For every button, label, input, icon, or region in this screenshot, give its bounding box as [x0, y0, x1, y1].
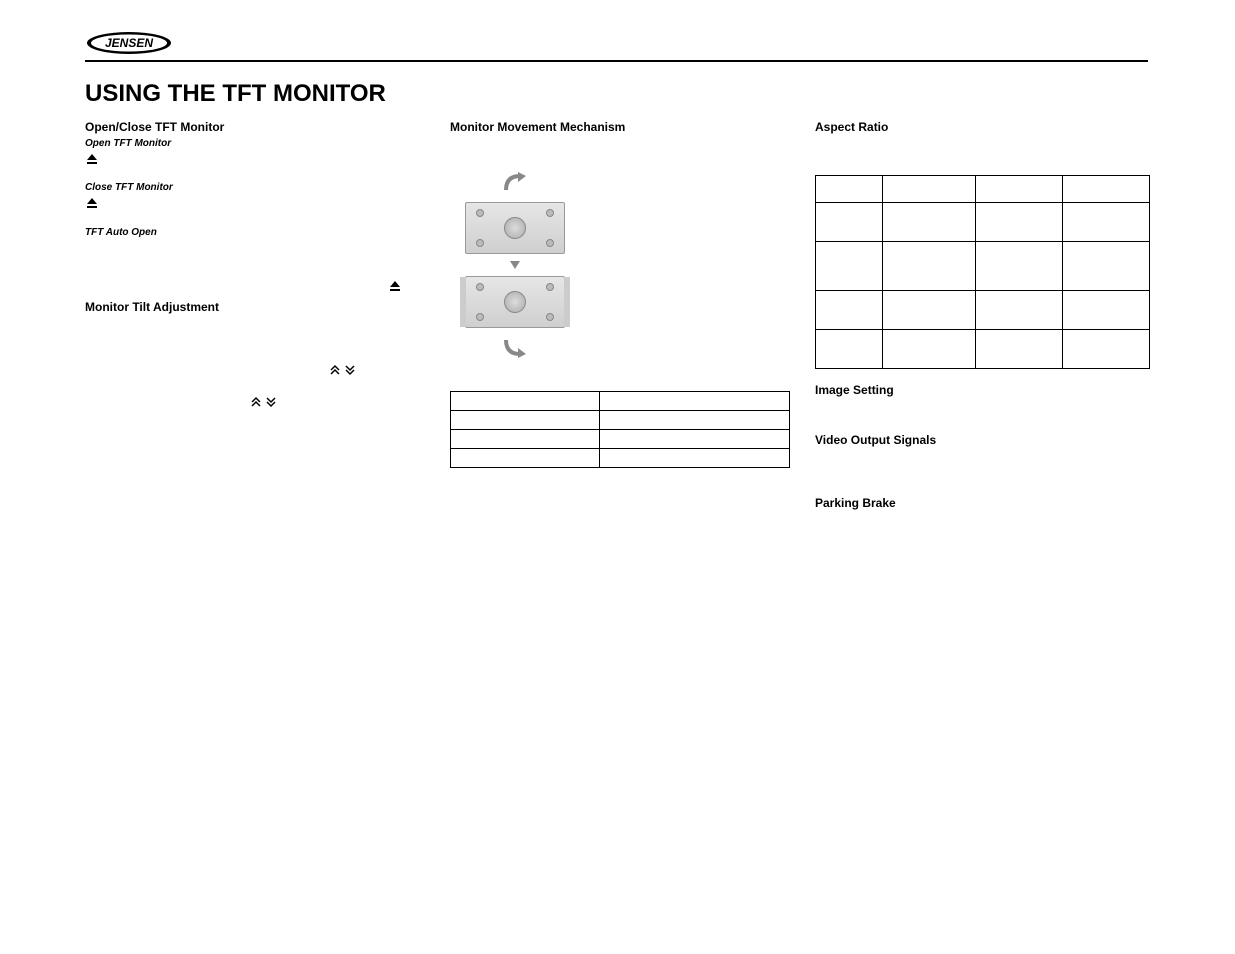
text-auto: When the TFT Auto Open is "On," the moni… — [85, 241, 425, 290]
motor-diagram — [460, 170, 570, 360]
subheading-auto: TFT Auto Open — [85, 227, 425, 238]
svg-text:JENSEN: JENSEN — [105, 36, 153, 50]
column-middle: Monitor Movement Mechanism If an obstacl… — [450, 120, 790, 632]
arrow-curve-down-icon — [500, 334, 530, 360]
chevron-down-double-icon — [265, 396, 277, 408]
text-tilt-4: The unit will memorize all the angle adj… — [85, 415, 425, 439]
th-open: Press "OPEN" button — [599, 392, 789, 411]
column-left: Open/Close TFT Monitor Open TFT Monitor … — [85, 120, 425, 448]
text-open: Press the OPEN button ( ) on the front p… — [105, 152, 425, 176]
text-pbrake-2: If the Parking Brake inhibit option is t… — [815, 558, 1150, 594]
text-tilt-2: Press the or button to adjust the monito… — [85, 350, 425, 375]
table-row: Obstacle Behavior Press "OPEN" button — [451, 392, 790, 411]
subheading-close: Close TFT Monitor — [85, 182, 425, 193]
th-mode: Mode — [816, 176, 883, 203]
text-tilt-1: When the TFT screen is extending out or … — [85, 318, 425, 342]
table-row: Camera N/A — [816, 330, 1150, 369]
table-row: Stop horizontal retractionMonitor loads … — [451, 430, 790, 449]
table-row: Radio N/A — [816, 203, 1150, 242]
heading-pbrake: Parking Brake — [815, 496, 1150, 510]
th-obstacle: Obstacle Behavior — [451, 392, 600, 411]
page-number: 15 — [612, 923, 623, 934]
arrow-curve-up-icon — [500, 170, 530, 196]
table-row: Stop horizontal extensionMonitor extends… — [451, 411, 790, 430]
text-move-3: IMPORTANT: Never try to exert manual or … — [450, 511, 790, 547]
eject-icon — [85, 196, 99, 210]
text-move-5: ATTENTION: All video setup parameters wi… — [450, 599, 790, 623]
brand-logo: JENSEN — [85, 30, 173, 61]
text-image: Press the PIC button (12) on the remote … — [815, 401, 1150, 425]
obstacle-table: Obstacle Behavior Press "OPEN" button St… — [450, 391, 790, 468]
heading-movement: Monitor Movement Mechanism — [450, 120, 790, 134]
heading-output: Video Output Signals — [815, 433, 1150, 447]
heading-aspect: Aspect Ratio — [815, 120, 1150, 134]
chevron-up-double-icon — [250, 396, 262, 408]
arrow-down-icon — [509, 260, 521, 270]
model-number: VM9213 — [1076, 32, 1151, 55]
header-rule — [85, 60, 1148, 62]
table-row: Mode Source Type Aspect Ratio Shape — [816, 176, 1150, 203]
table-caption-aspect: Table 2: Aspect Ratio — [815, 158, 1150, 169]
th-source: Source Type — [882, 176, 976, 203]
subheading-open: Open TFT Monitor — [85, 138, 425, 149]
heading-image: Image Setting — [815, 383, 1150, 397]
chevron-up-double-icon — [329, 364, 341, 376]
text-aspect: Press the DISP/WIDE button (5) to adjust… — [815, 138, 1150, 150]
text-output: The video output signal, through Video O… — [815, 451, 1150, 487]
motor-box-bottom — [465, 276, 565, 328]
text-tilt-3: On the remote control, press and hold th… — [85, 383, 425, 408]
chevron-down-double-icon — [344, 364, 356, 376]
text-move-4: If it is necessary for carrying out the … — [450, 555, 790, 591]
table-caption-combo: Table 1: Obstacle combinations — [450, 370, 790, 381]
text-move-2: After the protective measure is performe… — [450, 478, 790, 502]
text-close: Press the OPEN button ( ) again to activ… — [105, 196, 425, 220]
eject-icon — [85, 152, 99, 166]
heading-open-close: Open/Close TFT Monitor — [85, 120, 425, 134]
aspect-ratio-table: Mode Source Type Aspect Ratio Shape Radi… — [815, 175, 1150, 369]
eject-icon — [389, 280, 401, 292]
th-shape: Shape — [1063, 176, 1150, 203]
heading-tilt: Monitor Tilt Adjustment — [85, 300, 425, 314]
table-row: Stop auto tiltMonitor tilt to last set a… — [451, 449, 790, 468]
motor-box-top — [465, 202, 565, 254]
page-title: USING THE TFT MONITOR — [85, 80, 386, 108]
text-move-1: If an obstacle is in the path for the mo… — [450, 138, 790, 162]
text-pbrake-1: When the pink "Parking" wire is connecte… — [815, 514, 1150, 550]
th-aspect: Aspect Ratio — [976, 176, 1063, 203]
table-row: 16:9 WIDE FULL — [816, 291, 1150, 330]
column-right: Aspect Ratio Press the DISP/WIDE button … — [815, 120, 1150, 603]
table-row: DVD 4:3 FULL, NORMAL CINEMA, STANDBY — [816, 242, 1150, 291]
